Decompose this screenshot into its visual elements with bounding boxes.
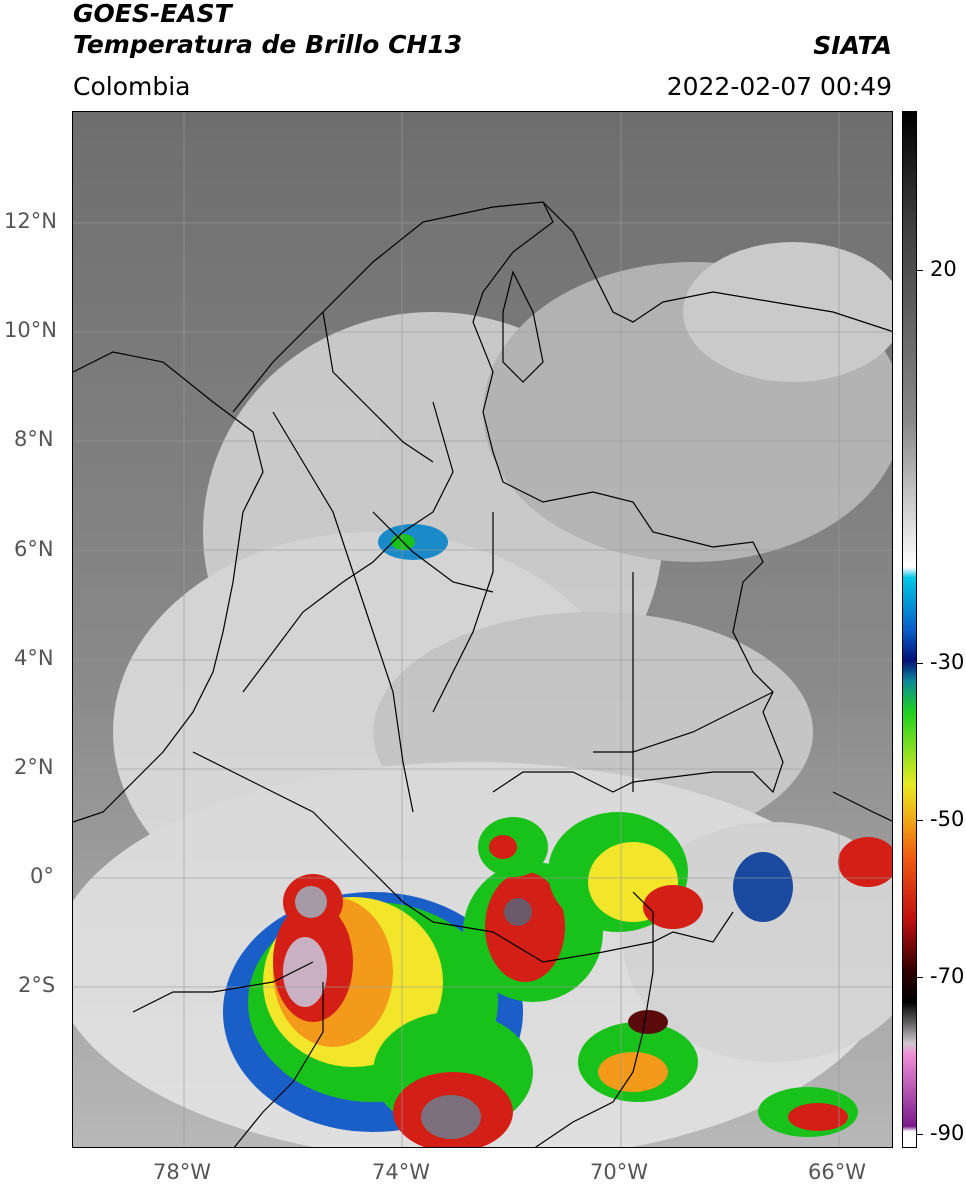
colorbar [902, 111, 917, 1148]
lon-label-66w: 66°W [808, 1160, 866, 1184]
colorbar-tick [917, 977, 923, 978]
colorbar-tick [917, 820, 923, 821]
map-image [73, 112, 892, 1147]
satellite-map[interactable] [72, 111, 893, 1148]
lat-label-6n: 6°N [14, 537, 54, 561]
colorbar-tick [917, 270, 923, 271]
lon-label-70w: 70°W [590, 1160, 648, 1184]
satellite-title: GOES-EAST [73, 0, 232, 28]
gridlines [73, 112, 892, 1147]
datetime-label: 2022-02-07 00:49 [666, 72, 892, 101]
colorbar-tick [917, 663, 923, 664]
colorbar-label-neg90: -90 [930, 1121, 965, 1145]
lon-label-78w: 78°W [153, 1160, 211, 1184]
region-subtitle: Colombia [73, 72, 191, 101]
colorbar-label-20: 20 [930, 257, 957, 281]
lat-label-10n: 10°N [4, 318, 57, 342]
product-title: Temperatura de Brillo CH13 [73, 30, 463, 59]
lat-label-12n: 12°N [4, 209, 57, 233]
colorbar-label-neg70: -70 [930, 964, 965, 988]
organization-label: SIATA [813, 31, 892, 60]
lat-label-4n: 4°N [14, 646, 54, 670]
lat-label-2n: 2°N [14, 755, 54, 779]
colorbar-label-neg50: -50 [930, 807, 965, 831]
borders [73, 201, 892, 1147]
lat-label-8n: 8°N [14, 427, 54, 451]
lon-label-74w: 74°W [372, 1160, 430, 1184]
colorbar-label-neg30: -30 [930, 650, 965, 674]
lat-label-2s: 2°S [18, 973, 56, 997]
colorbar-tick [917, 1134, 923, 1135]
lat-label-0: 0° [30, 864, 54, 888]
